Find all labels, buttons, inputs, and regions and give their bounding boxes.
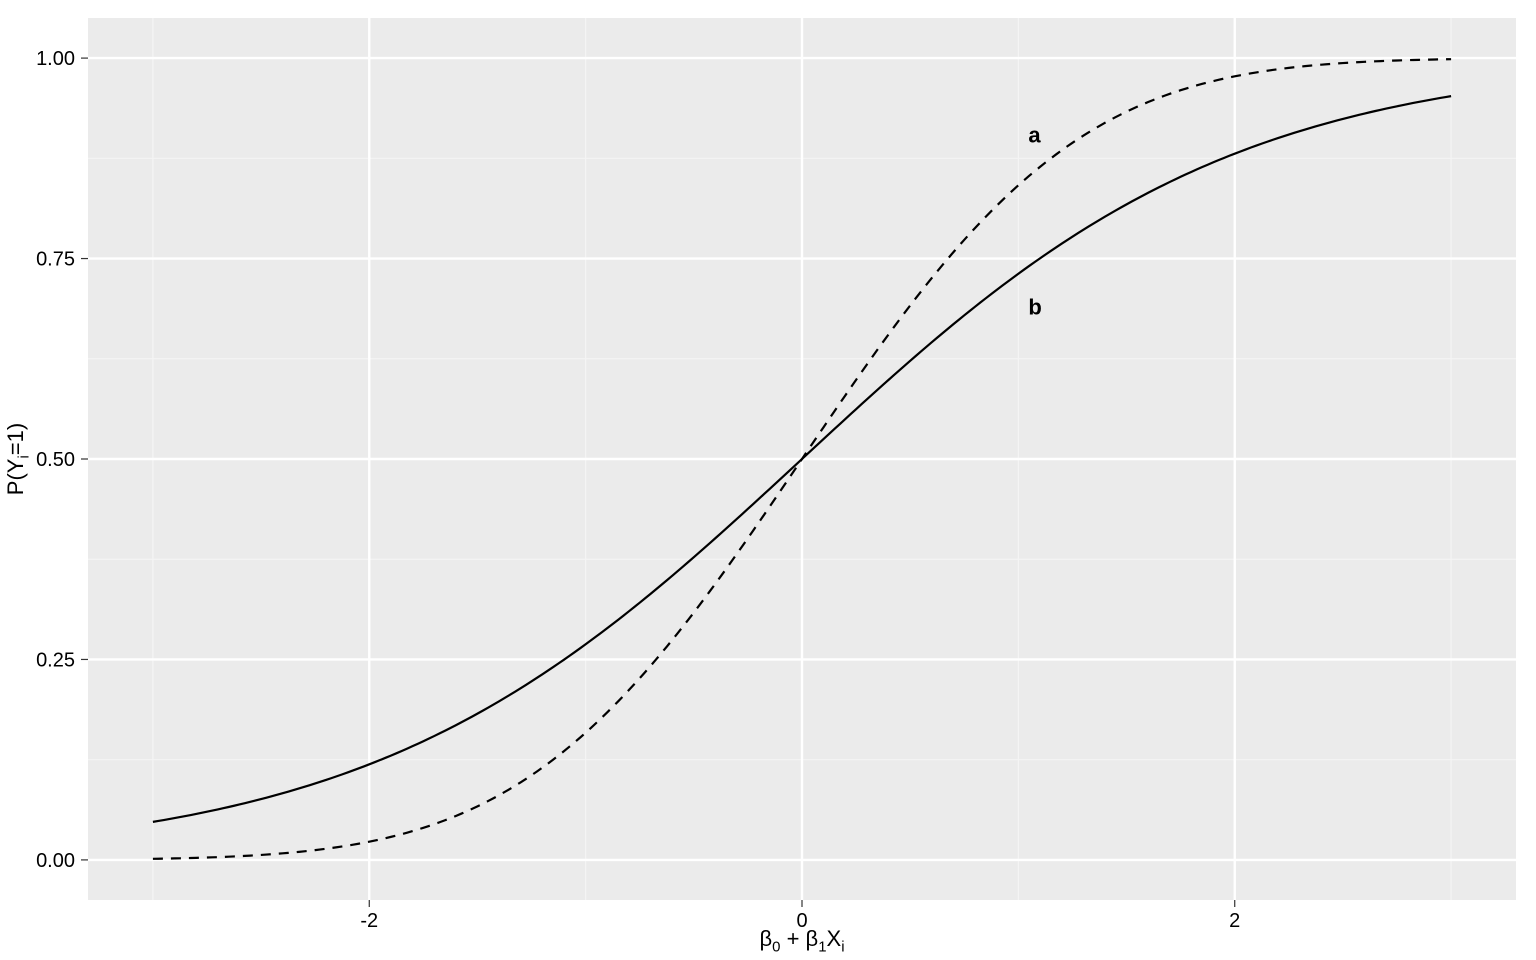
chart-container: ab-2020.000.250.500.751.00β0 + β1XiP(Yi=… (0, 0, 1536, 960)
tick-label-y: 1.00 (36, 48, 75, 70)
chart-svg: ab-2020.000.250.500.751.00β0 + β1XiP(Yi=… (0, 0, 1536, 960)
x-axis-title: β0 + β1Xi (652, 928, 952, 960)
tick-label-y: 0.75 (36, 249, 75, 271)
tick-label-y: 0.50 (36, 449, 75, 471)
series-label-b: b (1028, 295, 1041, 320)
tick-label-x: 2 (1229, 910, 1240, 932)
tick-label-y: 0.25 (36, 649, 75, 671)
tick-label-y: 0.00 (36, 850, 75, 872)
tick-label-x: -2 (360, 910, 378, 932)
series-label-a: a (1028, 122, 1041, 147)
y-axis-title: P(Yi=1) (5, 359, 35, 559)
